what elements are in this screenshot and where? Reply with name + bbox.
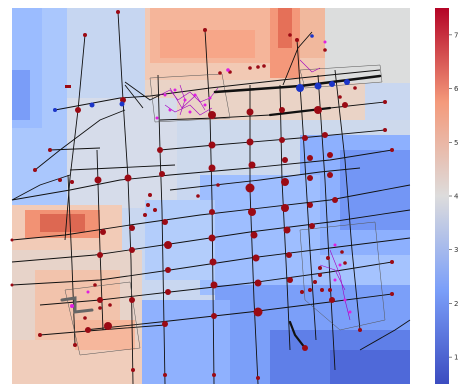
junction-nodes xyxy=(10,10,394,380)
colorbar-tick-label: 4 xyxy=(454,193,459,201)
colorbar-tick-label: 3 xyxy=(454,246,458,254)
colorbar-tick-label: 1 xyxy=(454,354,458,362)
heat-field xyxy=(12,8,410,384)
colorbar-tick-label: 2 xyxy=(454,300,458,308)
colorbar-ticks: 1 2 3 4 5 6 7 xyxy=(449,31,459,362)
colorbar-tick-label: 5 xyxy=(454,139,458,147)
colorbar: 1 2 3 4 5 6 7 xyxy=(435,8,459,384)
colorbar-tick-label: 7 xyxy=(454,31,458,39)
highlight-nodes xyxy=(53,34,350,112)
district-outlines xyxy=(64,64,386,356)
colorbar-tick-label: 6 xyxy=(454,85,459,93)
local-nodes xyxy=(70,40,352,314)
colorbar-scale xyxy=(435,8,449,384)
